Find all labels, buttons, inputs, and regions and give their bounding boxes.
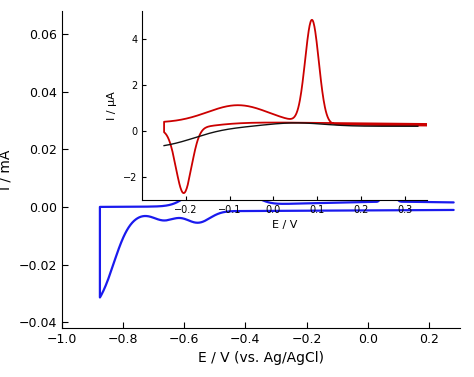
Y-axis label: I / μA: I / μA: [108, 91, 118, 120]
Y-axis label: I / mA: I / mA: [0, 149, 13, 190]
X-axis label: E / V: E / V: [272, 220, 297, 230]
X-axis label: E / V (vs. Ag/AgCl): E / V (vs. Ag/AgCl): [198, 351, 324, 365]
